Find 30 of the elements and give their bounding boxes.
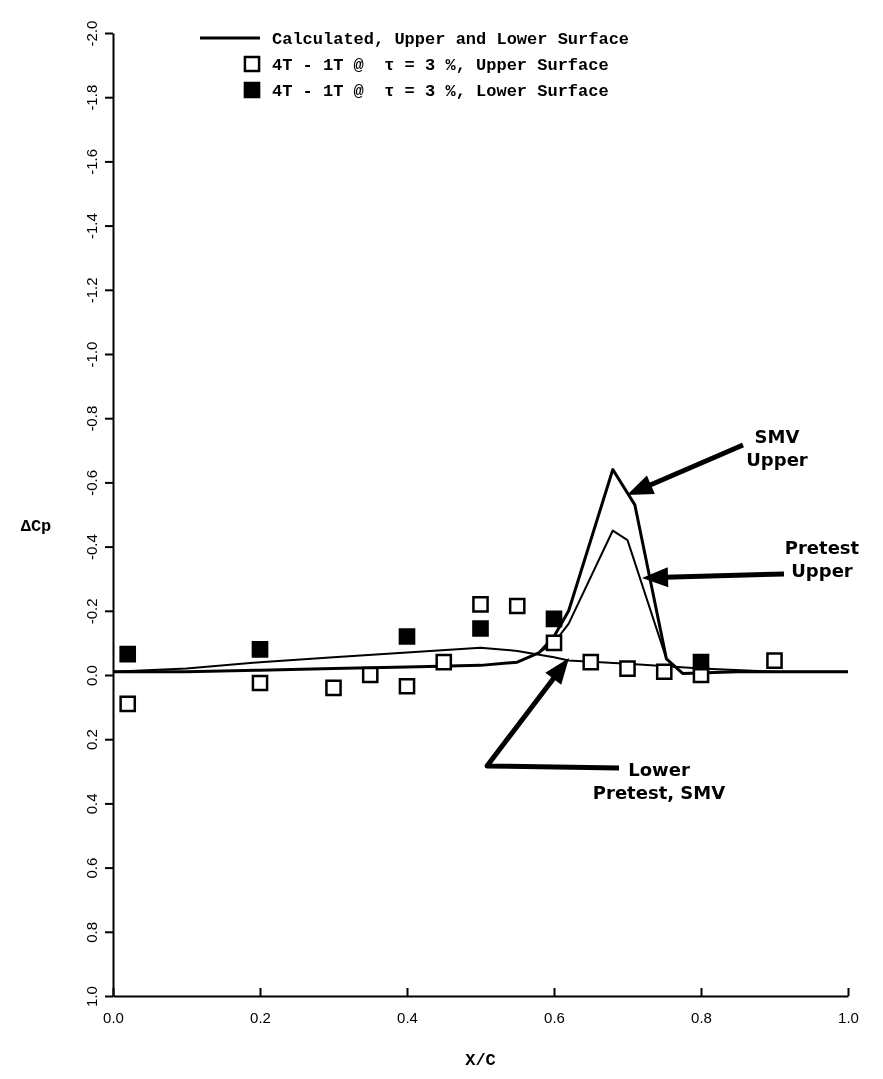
y-tick-label: -0.6	[83, 469, 100, 496]
x-tick-label: 1.0	[838, 1009, 859, 1026]
y-tick-label: -1.0	[83, 341, 100, 368]
y-tick-label: -0.8	[83, 405, 100, 432]
annotation: SMV Upper	[746, 426, 808, 471]
x-tick-label: 0.6	[544, 1009, 565, 1026]
y-tick-label: 0.2	[83, 729, 100, 751]
x-axis-title: X/C	[465, 1051, 496, 1070]
legend-label: Calculated, Upper and Lower Surface	[272, 30, 630, 49]
y-tick-label: -1.2	[83, 277, 100, 304]
x-tick-label: 0.0	[103, 1009, 124, 1026]
y-tick-label: -1.8	[83, 84, 100, 111]
y-axis-title: ΔCp	[20, 516, 52, 536]
y-tick-label: 1.0	[83, 986, 100, 1007]
y-tick-label: 0.0	[83, 665, 100, 686]
y-tick-label: 0.4	[83, 793, 100, 815]
y-tick-label: -1.4	[83, 213, 100, 240]
annotation: Pretest Upper	[784, 537, 860, 582]
y-tick-label: -0.2	[83, 598, 100, 625]
y-tick-label: 0.8	[83, 921, 100, 943]
y-tick-label: -2.0	[83, 20, 100, 47]
y-tick-label: 0.6	[83, 857, 100, 879]
y-tick-label: -1.6	[83, 148, 100, 175]
x-tick-label: 0.4	[397, 1009, 418, 1026]
x-tick-label: 0.2	[250, 1009, 271, 1026]
legend-label: 4T - 1T @ τ = 3 %, Lower Surface	[272, 82, 609, 101]
x-tick-label: 0.8	[691, 1009, 712, 1026]
y-tick-label: -0.4	[83, 534, 100, 561]
legend-label: 4T - 1T @ τ = 3 %, Upper Surface	[272, 56, 609, 75]
annotation: Lower Pretest, SMV	[592, 759, 726, 804]
